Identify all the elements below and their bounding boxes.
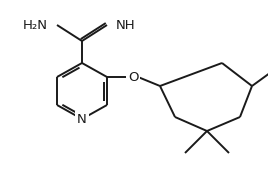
Text: O: O [128, 70, 138, 83]
Text: NH: NH [116, 18, 136, 31]
Text: H₂N: H₂N [23, 18, 48, 31]
Text: N: N [77, 112, 87, 125]
